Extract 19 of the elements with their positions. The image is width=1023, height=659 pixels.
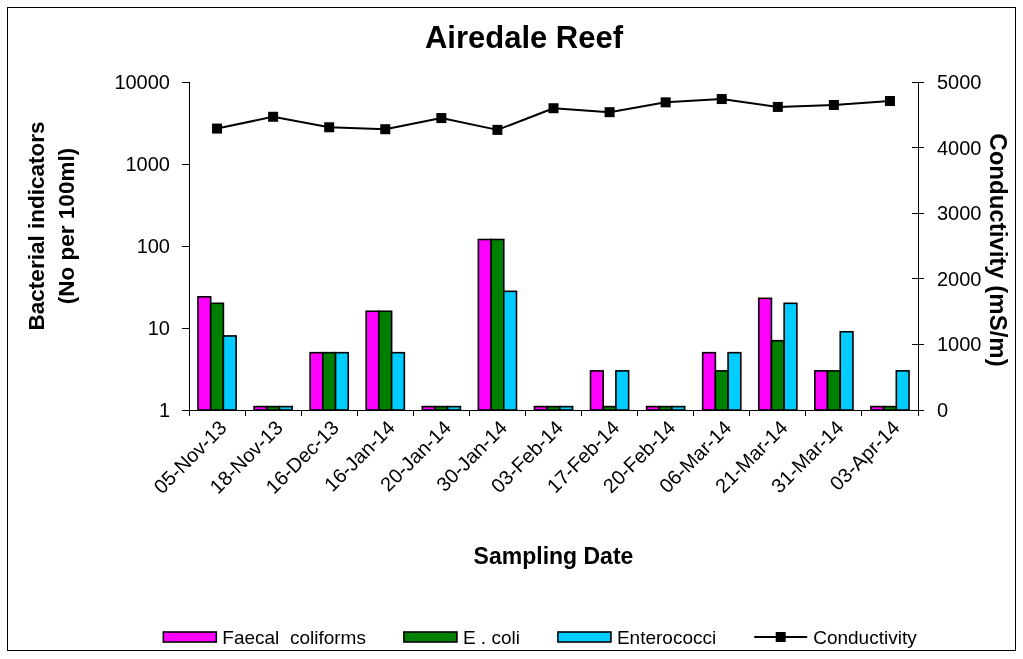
y2-tick-label: 3000 — [937, 202, 982, 225]
y-tick-label: 10000 — [114, 71, 170, 93]
y-tick-label: 10 — [147, 317, 170, 339]
y2-tick-label: 5000 — [937, 71, 982, 93]
y2-tick-label: 2000 — [937, 267, 982, 290]
y2-axis-title: Conductivity (mS/m) — [984, 133, 1012, 367]
y-tick-label: 1000 — [125, 153, 170, 175]
legend-label: E . coli — [462, 626, 520, 648]
y-tick-label: 100 — [136, 235, 170, 257]
y2-tick-label: 0 — [937, 399, 949, 421]
legend-label: Enterococci — [616, 626, 717, 648]
chart-title: Airedale Reef — [424, 19, 624, 55]
y2-tick-label: 1000 — [937, 333, 982, 356]
legend-label: Faecal coliforms — [222, 626, 366, 648]
legend-label: Conductivity — [813, 626, 918, 648]
y2-tick-label: 4000 — [937, 136, 982, 159]
x-axis-title: Sampling Date — [473, 543, 634, 569]
y-tick-label: 1 — [158, 399, 170, 421]
y-axis-title: Bacterial indicators (No per 100ml) — [23, 121, 79, 331]
